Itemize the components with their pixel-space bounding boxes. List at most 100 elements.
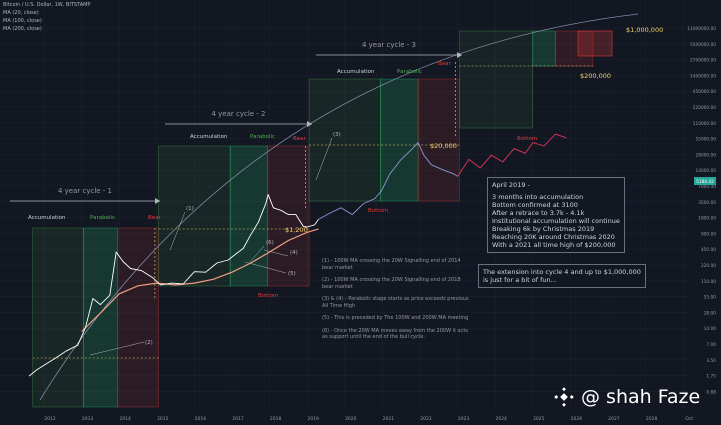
x-tick-label: 2014: [119, 416, 131, 422]
y-tick-label: 14.00: [704, 326, 717, 332]
marker-pointer: [89, 341, 145, 356]
accumulation-zone: [459, 30, 534, 129]
current-price-label: 5184.42: [696, 179, 714, 185]
y-tick-label: 220000.00: [693, 105, 717, 111]
projection-bear-box: [577, 30, 613, 57]
y-tick-label: 2700000.00: [690, 58, 716, 64]
numbered-note: (5) - This is preceded by The 100W and 2…: [322, 315, 469, 321]
parabolic-zone: [83, 227, 118, 408]
watermark-text: @ shah Faze: [581, 386, 701, 408]
y-tick-label: 220.00: [701, 263, 716, 269]
marker-2: (2): [145, 340, 153, 346]
y-tick-label: 450.00: [701, 247, 716, 253]
x-tick-label: 2019: [307, 416, 319, 422]
cycle3-arrow-label: 4 year cycle - 3: [362, 41, 416, 49]
april-note-title: April 2019 -: [492, 181, 530, 189]
marker-4: (4): [290, 250, 298, 256]
accumulation-label: Accumulation: [190, 134, 228, 140]
x-tick-label: 2018: [270, 416, 282, 422]
x-tick-label: 2017: [232, 416, 244, 422]
x-tick-label: Oct: [685, 416, 693, 422]
y-tick-label: 1800.00: [698, 216, 716, 222]
accumulation-label: Accumulation: [337, 69, 375, 75]
x-tick-label: 2020: [345, 416, 357, 422]
y-tick-label: 7.00: [706, 342, 716, 348]
numbered-note: (2) - 100W MA crossing the 20W Signallin…: [322, 277, 461, 290]
bottom-label: Bottom: [517, 136, 537, 142]
cycle2-arrow-arrowhead: [307, 121, 312, 127]
marker-6: (6): [266, 240, 274, 246]
y-tick-label: 28000.00: [695, 152, 716, 158]
parabolic-label: Parabolic: [397, 69, 422, 75]
x-tick-label: 2023: [458, 416, 470, 422]
bottom-label: Bottom: [368, 208, 388, 214]
numbered-notes: (1) - 100W MA crossing the 20W Signallin…: [322, 258, 472, 347]
price-label-20000: $20,000: [430, 142, 457, 150]
x-tick-label: 2015: [157, 416, 169, 422]
y-tick-label: 14000.00: [695, 168, 716, 174]
ma20-label: MA (20, close): [3, 10, 39, 16]
price-label-1200: $1,200: [285, 226, 308, 234]
cycle2-arrow-label: 4 year cycle - 2: [211, 110, 265, 118]
marker-3: (3): [333, 132, 341, 138]
y-tick-label: 55.00: [704, 295, 717, 301]
bear-label: Bear: [148, 215, 162, 221]
symbol-title: Bitcoin / U.S. Dollar, 1W, BITSTAMP: [3, 2, 91, 8]
extension-note-line: The extension into cycle 4 and up to $1,…: [483, 268, 641, 276]
current-price-tag: [694, 177, 716, 185]
binance-logo-icon: [554, 387, 574, 407]
extension-note: The extension into cycle 4 and up to $1,…: [478, 264, 646, 288]
accumulation-label: Accumulation: [28, 215, 66, 221]
april-note-line: Institutional accumulation will continue: [492, 217, 620, 225]
marker-pointer: [249, 245, 265, 263]
april-note-line: Bottom confirmed at 3100: [492, 201, 578, 209]
x-tick-label: 2022: [420, 416, 432, 422]
price-label-1000000: $1,000,000: [626, 26, 663, 34]
bear-zone: [117, 227, 159, 408]
x-tick-label: 2024: [495, 416, 507, 422]
x-tick-label: 2027: [608, 416, 620, 422]
marker-pointer: [263, 249, 289, 257]
april-note-line: After a retrace to 3.7k - 4.1k: [492, 209, 585, 217]
numbered-note: (3) & (4) - Parabolic stage starts as pr…: [322, 296, 469, 309]
y-tick-label: 5500000.00: [690, 42, 716, 48]
y-tick-label: 450000.00: [693, 89, 717, 95]
bear-label: Bear: [438, 61, 452, 67]
trend-curve: [39, 13, 639, 401]
y-tick-label: 28.00: [704, 310, 717, 316]
ma200-label: MA (200, close): [3, 26, 42, 32]
april-note-line: 3 months into accumulation: [492, 193, 584, 201]
cycle1-arrow-arrowhead: [155, 198, 160, 204]
parabolic-zone: [229, 145, 268, 287]
y-tick-label: 110000.00: [693, 121, 717, 127]
x-tick-label: 2028: [646, 416, 658, 422]
parabolic-label: Parabolic: [90, 215, 115, 221]
projected-cycle3-line: [318, 142, 458, 220]
x-tick-label: 2026: [571, 416, 583, 422]
x-tick-label: 2021: [383, 416, 395, 422]
watermark: @ shah Faze: [553, 386, 700, 408]
x-tick-label: 2012: [44, 416, 56, 422]
numbered-note: (6) - Once the 20W MA moves away from th…: [322, 327, 468, 341]
y-tick-label: 900.00: [701, 231, 716, 237]
marker-1: (1): [186, 206, 194, 212]
y-tick-label: 1400000.00: [690, 73, 716, 79]
numbered-note: (1) - 100W MA crossing the 20W Signallin…: [322, 258, 461, 271]
marker-pointer: [315, 137, 333, 181]
y-tick-label: 1.75: [706, 374, 716, 380]
y-tick-label: 0.88: [706, 389, 716, 395]
ma100-label: MA (100, close): [3, 18, 42, 24]
extension-note-line: is just for a bit of fun...: [483, 276, 557, 284]
ma200-line: [81, 228, 319, 332]
parabolic-zone: [532, 30, 556, 67]
y-tick-label: 3.50: [706, 358, 716, 364]
y-tick-label: 3500.00: [698, 200, 716, 206]
y-tick-label: 7000.00: [698, 184, 716, 190]
x-tick-label: 2016: [195, 416, 207, 422]
y-tick-label: 110.00: [701, 279, 716, 285]
parabolic-zone: [380, 78, 419, 202]
april-note-line: With a 2021 all time high of $200,000: [492, 241, 616, 249]
accumulation-zone: [158, 145, 231, 287]
y-tick-label: 11000000.00: [687, 26, 716, 32]
